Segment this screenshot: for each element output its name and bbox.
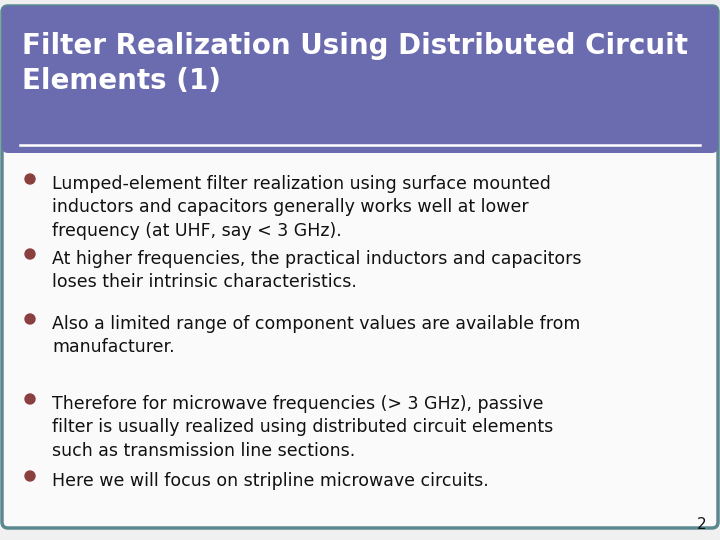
Text: Also a limited range of component values are available from
manufacturer.: Also a limited range of component values…: [52, 315, 580, 356]
Circle shape: [25, 394, 35, 404]
Circle shape: [25, 471, 35, 481]
Circle shape: [25, 174, 35, 184]
Text: At higher frequencies, the practical inductors and capacitors
loses their intrin: At higher frequencies, the practical ind…: [52, 250, 582, 291]
Text: Filter Realization Using Distributed Circuit
Elements (1): Filter Realization Using Distributed Cir…: [22, 32, 688, 94]
Text: Therefore for microwave frequencies (> 3 GHz), passive
filter is usually realize: Therefore for microwave frequencies (> 3…: [52, 395, 553, 460]
FancyBboxPatch shape: [2, 6, 718, 153]
Circle shape: [25, 314, 35, 324]
Text: Here we will focus on stripline microwave circuits.: Here we will focus on stripline microwav…: [52, 472, 489, 490]
Text: 2: 2: [696, 517, 706, 532]
Bar: [8, 79, 712, 147]
Circle shape: [25, 249, 35, 259]
Text: Lumped-element filter realization using surface mounted
inductors and capacitors: Lumped-element filter realization using …: [52, 175, 551, 240]
FancyBboxPatch shape: [2, 6, 718, 528]
Bar: [8, 12, 712, 32]
